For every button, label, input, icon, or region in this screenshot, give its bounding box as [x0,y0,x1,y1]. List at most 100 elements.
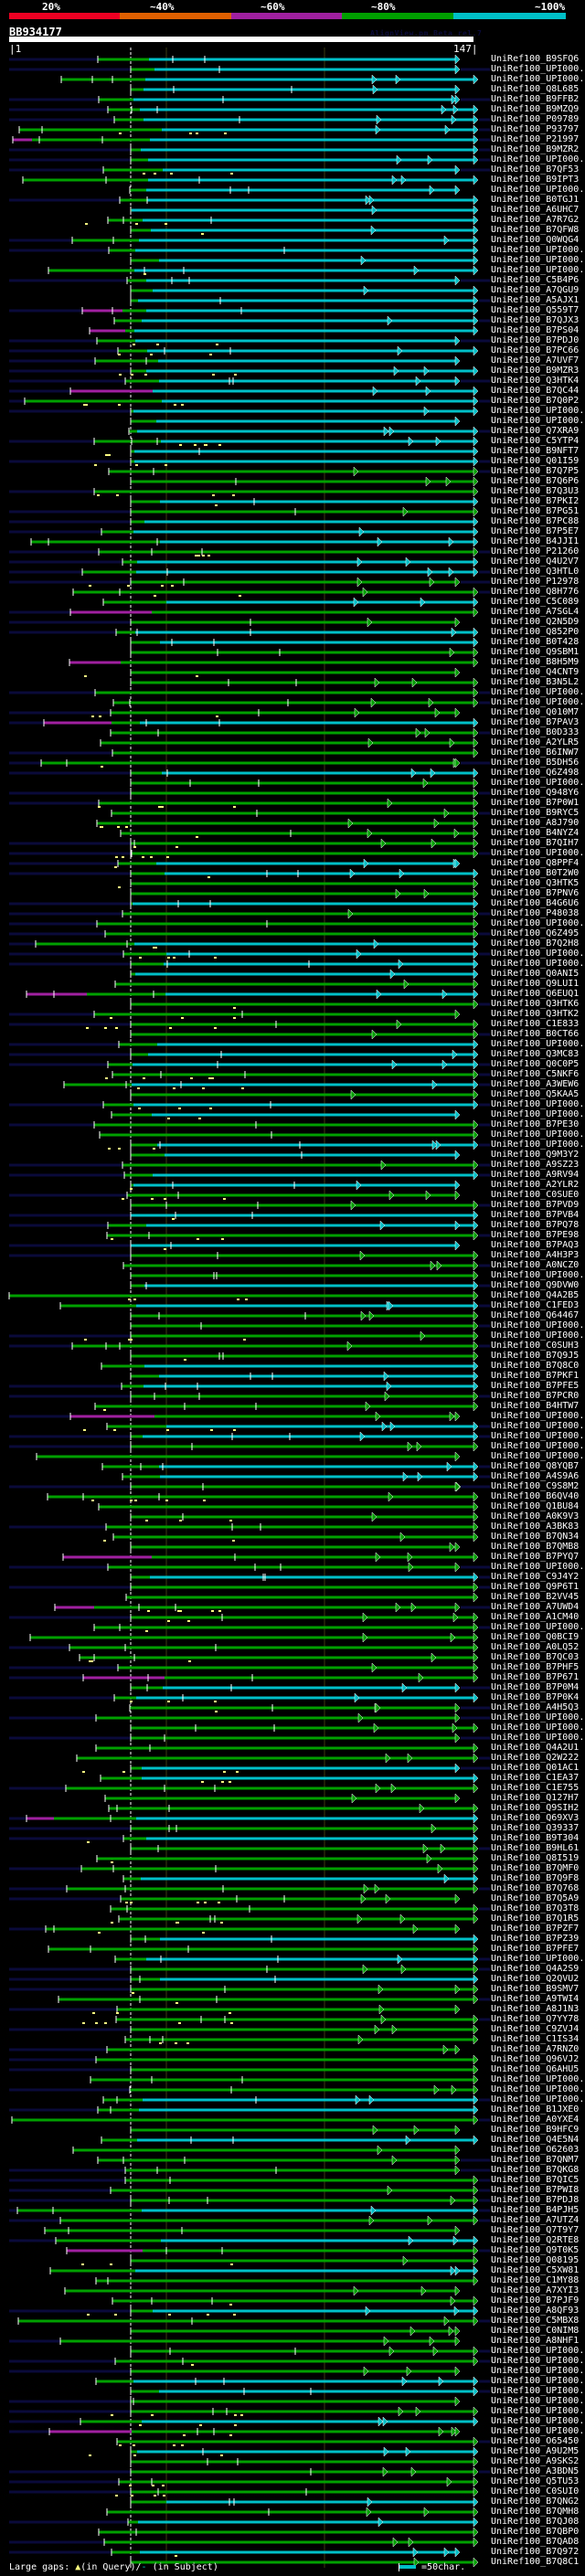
hit-label[interactable]: UniRef100_B9MZR2 [491,144,580,154]
hit-label[interactable]: UniRef100_B7PFE5 [491,1381,580,1391]
hit-label[interactable]: UniRef100_B7Q5A9 [491,1893,580,1903]
hit-label[interactable]: UniRef100_UPI000.. [491,2356,585,2366]
hit-label[interactable]: UniRef100_C9ZVJ4 [491,2024,580,2034]
hit-label[interactable]: UniRef100_Q0C0P5 [491,1059,580,1069]
hit-label[interactable]: UniRef100_B5DH56 [491,758,580,768]
hit-label[interactable]: UniRef100_Q2QVU2 [491,1974,580,1984]
hit-label[interactable]: UniRef100_Q64467 [491,1310,580,1320]
hit-label[interactable]: UniRef100_A8J1N3 [491,2004,580,2014]
hit-label[interactable]: UniRef100_UPI000.. [491,1320,585,1330]
hit-label[interactable]: UniRef100_B7PZ39 [491,1934,580,1944]
hit-label[interactable]: UniRef100_B7QMH8 [491,2507,580,2517]
hit-label[interactable]: UniRef100_B7QJX3 [491,315,580,325]
hit-label[interactable]: UniRef100_Q1BU84 [491,1501,580,1511]
hit-label[interactable]: UniRef100_Q4A2B5 [491,1290,580,1300]
hit-label[interactable]: UniRef100_Q6AHU5 [491,2064,580,2074]
hit-label[interactable]: UniRef100_Q9T0K5 [491,2245,580,2255]
hit-label[interactable]: UniRef100_C1E755 [491,1783,580,1793]
hit-label[interactable]: UniRef100_Q2N5D9 [491,617,580,627]
hit-label[interactable]: UniRef100_C0SUH3 [491,1341,580,1351]
hit-label[interactable]: UniRef100_B7QF53 [491,164,580,175]
hit-label[interactable]: UniRef100_B7P0M4 [491,1682,580,1692]
hit-label[interactable]: UniRef100_A2YLR2 [491,1180,580,1190]
hit-label[interactable]: UniRef100_A3WEW6 [491,1079,580,1089]
hit-label[interactable]: UniRef100_B7PNV6 [491,888,580,898]
hit-label[interactable]: UniRef100_B7Q768 [491,1883,580,1893]
hit-label[interactable]: UniRef100_B7P0K4 [491,1692,580,1702]
hit-label[interactable]: UniRef100_UPI000.. [491,1421,585,1431]
hit-label[interactable]: UniRef100_C5NKF6 [491,1069,580,1079]
hit-label[interactable]: UniRef100_A9RV94 [491,1170,580,1180]
hit-label[interactable]: UniRef100_Q4U2V7 [491,557,580,567]
hit-label[interactable]: UniRef100_C5XW81 [491,2265,580,2275]
hit-label[interactable]: UniRef100_A7UWD4 [491,1602,580,1612]
hit-label[interactable]: UniRef100_Q3HTK6 [491,999,580,1009]
hit-label[interactable]: UniRef100_B7Q3T8 [491,1903,580,1913]
hit-label[interactable]: UniRef100_B7PFE7 [491,1944,580,1954]
hit-label[interactable]: UniRef100_Q39337 [491,1823,580,1833]
hit-label[interactable]: UniRef100_B9IPT3 [491,175,580,185]
hit-label[interactable]: UniRef100_A7UVF7 [491,355,580,366]
hit-label[interactable]: UniRef100_B7PZF7 [491,1924,580,1934]
hit-label[interactable]: UniRef100_B7QNG2 [491,2496,580,2507]
hit-label[interactable]: UniRef100_B9HFC9 [491,2125,580,2135]
hit-label[interactable]: UniRef100_B7PWI8 [491,2185,580,2195]
hit-label[interactable]: UniRef100_UPI000.. [491,255,585,265]
hit-label[interactable]: UniRef100_UPI000.. [491,245,585,255]
hit-label[interactable]: UniRef100_A6UHC7 [491,205,580,215]
hit-label[interactable]: UniRef100_B7PJF9 [491,2295,580,2306]
hit-label[interactable]: UniRef100_A9TWI4 [491,1994,580,2004]
hit-label[interactable]: UniRef100_A8NHF1 [491,2336,580,2346]
hit-label[interactable]: UniRef100_C5B4P6 [491,275,580,285]
hit-label[interactable]: UniRef100_UPI000.. [491,1109,585,1119]
hit-label[interactable]: UniRef100_B4PJH5 [491,2205,580,2215]
hit-label[interactable]: UniRef100_A1CM40 [491,1612,580,1622]
hit-label[interactable]: UniRef100_B7PDJ8 [491,2195,580,2205]
hit-label[interactable]: UniRef100_B7QNM7 [491,2155,580,2165]
hit-label[interactable]: UniRef100_O62603 [491,2145,580,2155]
hit-label[interactable]: UniRef100_A4S9A6 [491,1471,580,1481]
hit-label[interactable]: UniRef100_B7Q0P2 [491,396,580,406]
hit-label[interactable]: UniRef100_B7PDJ0 [491,335,580,345]
hit-label[interactable]: UniRef100_UPI000.. [491,2084,585,2094]
hit-label[interactable]: UniRef100_B7Q8C1 [491,2557,580,2567]
hit-label[interactable]: UniRef100_A7SGL4 [491,607,580,617]
hit-label[interactable]: UniRef100_A7QGU9 [491,285,580,295]
hit-label[interactable]: UniRef100_Q08195 [491,2255,580,2265]
hit-label[interactable]: UniRef100_A0LQ52 [491,1642,580,1652]
hit-label[interactable]: UniRef100_B7PYQ7 [491,1552,580,1562]
hit-label[interactable]: UniRef100_A2YLR5 [491,737,580,747]
hit-label[interactable]: UniRef100_UPI000.. [491,2386,585,2396]
hit-label[interactable]: UniRef100_B6QV40 [491,1491,580,1501]
hit-label[interactable]: UniRef100_A7R7G2 [491,215,580,225]
hit-label[interactable]: UniRef100_A5AJX1 [491,295,580,305]
hit-label[interactable]: UniRef100_Q96VJ2 [491,2054,580,2064]
hit-label[interactable]: UniRef100_A4H5Q3 [491,1702,580,1712]
hit-label[interactable]: UniRef100_B9SFQ6 [491,54,580,64]
hit-label[interactable]: UniRef100_UPI000.. [491,265,585,275]
hit-label[interactable]: UniRef100_B7P5E7 [491,526,580,536]
hit-label[interactable]: UniRef100_O65450 [491,2436,580,2446]
hit-label[interactable]: UniRef100_UPI000.. [491,74,585,84]
hit-label[interactable]: UniRef100_P12978 [491,577,580,587]
hit-label[interactable]: UniRef100_Q0BCI9 [491,1632,580,1642]
hit-label[interactable]: UniRef100_Q9LUI1 [491,979,580,989]
hit-label[interactable]: UniRef100_B7Q2H8 [491,938,580,949]
hit-label[interactable]: UniRef100_Q9SIH2 [491,1803,580,1813]
hit-label[interactable]: UniRef100_C0NIM8 [491,2326,580,2336]
hit-label[interactable]: UniRef100_Q4E5N4 [491,2135,580,2145]
hit-label[interactable]: UniRef100_B7PVB4 [491,1210,580,1220]
hit-label[interactable]: UniRef100_B7PS04 [491,325,580,335]
hit-label[interactable]: UniRef100_Q0ANI5 [491,969,580,979]
hit-label[interactable]: UniRef100_P21997 [491,134,580,144]
hit-label[interactable]: UniRef100_UPI000.. [491,1129,585,1140]
hit-label[interactable]: UniRef100_Q127H7 [491,1793,580,1803]
hit-label[interactable]: UniRef100_Q4A2U1 [491,1743,580,1753]
hit-label[interactable]: UniRef100_A7RNZ0 [491,2044,580,2054]
hit-label[interactable]: UniRef100_B7QIH7 [491,838,580,848]
hit-label[interactable]: UniRef100_Q01AC1 [491,1763,580,1773]
hit-label[interactable]: UniRef100_A3BDN5 [491,2466,580,2476]
hit-label[interactable]: UniRef100_Q4CNT9 [491,667,580,677]
hit-label[interactable]: UniRef100_UPI000.. [491,2094,585,2104]
hit-label[interactable]: UniRef100_UPI000.. [491,1140,585,1150]
